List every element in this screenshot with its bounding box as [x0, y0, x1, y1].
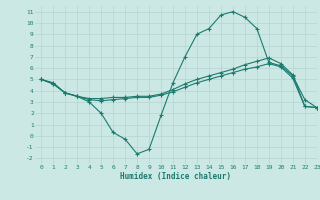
X-axis label: Humidex (Indice chaleur): Humidex (Indice chaleur)	[121, 172, 231, 181]
